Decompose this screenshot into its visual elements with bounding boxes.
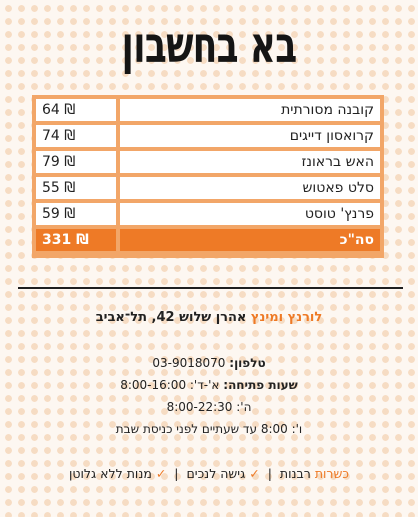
phone-line: טלפון: 03-9018070 (0, 352, 418, 374)
total-price: 331 ₪ (36, 229, 116, 251)
total-row: סה"כ 331 ₪ (36, 229, 380, 251)
features-line: כשרות רבנות | ✓ גישה לנכים | ✓ מנות ללא … (0, 466, 418, 481)
item-price: 55 ₪ (36, 177, 116, 199)
hours-line: שעות פתיחה: א'-ד': 8:00-16:00 (0, 374, 418, 396)
item-price: 74 ₪ (36, 125, 116, 147)
accessibility-label: גישה לנכים (186, 466, 246, 481)
item-name: האש בראונז (120, 151, 380, 173)
phone-label: טלפון: (229, 356, 266, 370)
restaurant-name: לורנץ ומינץ (250, 310, 323, 325)
hours-weekdays: א'-ד': 8:00-16:00 (120, 378, 220, 392)
hours-thursday: ה': 8:00-22:30 (166, 400, 252, 414)
address-line: לורנץ ומינץ אהרן שלוש 42, תל־אביב (0, 310, 418, 325)
contact-info: טלפון: 03-9018070 שעות פתיחה: א'-ד': 8:0… (0, 352, 418, 440)
hours-label: שעות פתיחה: (223, 378, 298, 392)
divider (18, 287, 403, 289)
hours-friday: ו': 8:00 עד שעתיים לפני כניסת שבת (115, 422, 303, 436)
kashrut-label: כשרות (314, 466, 349, 481)
item-name: קובנה מסורתית (120, 99, 380, 121)
page-title: בא בחשבון (121, 16, 298, 74)
bill-row: פרנץ' טוסט 59 ₪ (36, 203, 380, 225)
check-icon: ✓ (249, 466, 260, 481)
item-name: קרואסון דייגים (120, 125, 380, 147)
bill-row: סלט פאטוש 55 ₪ (36, 177, 380, 199)
item-price: 64 ₪ (36, 99, 116, 121)
separator: | (267, 466, 272, 481)
item-price: 79 ₪ (36, 151, 116, 173)
item-name: סלט פאטוש (120, 177, 380, 199)
check-icon: ✓ (155, 466, 167, 481)
phone-number: 03-9018070 (152, 356, 226, 370)
bill-row: קרואסון דייגים 74 ₪ (36, 125, 380, 147)
bill-row: קובנה מסורתית 64 ₪ (36, 99, 380, 121)
item-name: פרנץ' טוסט (120, 203, 380, 225)
gluten-free-label: מנות ללא גלוטן (69, 466, 152, 481)
item-price: 59 ₪ (36, 203, 116, 225)
bill-table: קובנה מסורתית 64 ₪ קרואסון דייגים 74 ₪ ה… (32, 95, 384, 258)
street-address: אהרן שלוש 42, תל־אביב (95, 310, 247, 325)
separator: | (174, 466, 179, 481)
bill-row: האש בראונז 79 ₪ (36, 151, 380, 173)
total-label: סה"כ (120, 229, 380, 251)
kashrut-value: רבנות (279, 466, 311, 481)
